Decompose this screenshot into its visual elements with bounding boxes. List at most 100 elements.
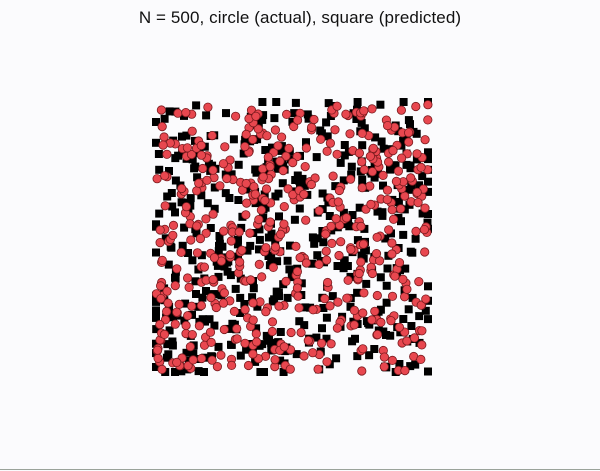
actual-circle-point <box>183 311 193 321</box>
predicted-square-point <box>234 252 242 261</box>
predicted-square-point <box>203 199 212 208</box>
actual-circle-point <box>306 122 317 133</box>
actual-circle-point <box>322 357 332 367</box>
predicted-square-point <box>249 284 258 293</box>
actual-circle-point <box>409 333 420 343</box>
actual-circle-point <box>394 322 404 332</box>
predicted-square-point <box>272 287 281 296</box>
actual-circle-point <box>390 271 400 281</box>
actual-circle-point <box>237 245 247 255</box>
predicted-square-point <box>154 150 163 158</box>
predicted-square-point <box>298 174 307 183</box>
predicted-square-point <box>152 248 160 257</box>
predicted-square-point <box>331 182 340 191</box>
actual-circle-point <box>366 199 376 209</box>
actual-circle-point <box>402 336 412 346</box>
predicted-square-point <box>300 321 309 330</box>
actual-circle-point <box>345 174 356 184</box>
predicted-square-point <box>271 192 280 201</box>
actual-circle-point <box>322 277 333 288</box>
actual-circle-point <box>365 151 375 161</box>
predicted-square-point <box>198 315 207 324</box>
actual-circle-point <box>291 241 301 251</box>
actual-circle-point <box>196 140 206 150</box>
predicted-square-point <box>152 220 160 229</box>
predicted-square-point <box>177 367 186 376</box>
predicted-square-point <box>272 98 281 106</box>
actual-circle-point <box>187 126 197 136</box>
actual-circle-point <box>396 204 406 214</box>
predicted-square-point <box>386 165 394 174</box>
actual-circle-point <box>416 354 426 364</box>
predicted-square-point <box>377 137 386 146</box>
actual-circle-point <box>208 209 218 219</box>
actual-circle-point <box>403 128 414 138</box>
actual-circle-point <box>341 109 351 119</box>
actual-circle-point <box>420 247 430 257</box>
predicted-square-point <box>424 177 432 186</box>
predicted-square-point <box>394 198 403 206</box>
predicted-square-point <box>191 277 200 286</box>
actual-circle-point <box>378 170 388 180</box>
actual-circle-point <box>412 187 422 197</box>
actual-circle-point <box>321 246 331 256</box>
actual-circle-point <box>281 276 291 286</box>
actual-circle-point <box>396 153 407 163</box>
actual-circle-point <box>173 108 183 118</box>
predicted-square-point <box>225 194 234 202</box>
predicted-square-point <box>210 204 219 213</box>
actual-circle-point <box>251 329 261 339</box>
actual-circle-point <box>157 122 167 132</box>
actual-circle-point <box>398 274 408 284</box>
predicted-square-point <box>415 181 424 190</box>
predicted-square-point <box>202 287 210 295</box>
actual-circle-point <box>240 142 250 152</box>
predicted-square-point <box>210 290 219 299</box>
actual-circle-point <box>294 303 304 313</box>
actual-circle-point <box>332 101 342 111</box>
predicted-square-point <box>373 169 382 178</box>
actual-circle-point <box>159 329 170 339</box>
predicted-square-point <box>406 247 415 256</box>
predicted-square-point <box>259 111 268 120</box>
predicted-square-point <box>233 240 242 249</box>
actual-circle-point <box>357 157 367 167</box>
predicted-square-point <box>163 192 172 201</box>
predicted-square-point <box>322 118 331 127</box>
predicted-square-point <box>223 267 232 276</box>
predicted-square-point <box>253 302 262 311</box>
actual-circle-point <box>219 226 229 236</box>
actual-circle-point <box>261 243 271 253</box>
predicted-square-point <box>318 189 327 198</box>
actual-circle-point <box>396 105 406 115</box>
actual-circle-point <box>177 183 187 194</box>
actual-circle-point <box>314 206 324 216</box>
actual-circle-point <box>276 132 287 142</box>
predicted-square-point <box>340 151 349 160</box>
actual-circle-point <box>391 176 401 186</box>
actual-circle-point <box>261 184 272 194</box>
predicted-square-point <box>189 349 198 358</box>
actual-circle-point <box>185 342 195 352</box>
predicted-square-point <box>186 194 195 203</box>
predicted-square-point <box>353 236 362 245</box>
predicted-square-point <box>424 210 432 218</box>
actual-circle-point <box>309 114 319 125</box>
actual-circle-point <box>197 353 207 364</box>
actual-circle-point <box>174 299 184 309</box>
predicted-square-point <box>188 155 197 164</box>
actual-circle-point <box>252 337 262 347</box>
actual-circle-point <box>206 337 216 347</box>
predicted-square-point <box>421 306 430 315</box>
actual-circle-point <box>172 307 182 317</box>
actual-circle-point <box>346 245 356 255</box>
predicted-square-point <box>353 288 362 297</box>
predicted-square-point <box>212 257 221 266</box>
actual-circle-point <box>241 178 251 189</box>
actual-circle-point <box>331 214 341 224</box>
predicted-square-point <box>364 319 373 328</box>
predicted-square-point <box>404 305 413 314</box>
predicted-square-point <box>340 141 349 149</box>
predicted-square-point <box>397 217 405 226</box>
predicted-square-point <box>198 293 207 302</box>
